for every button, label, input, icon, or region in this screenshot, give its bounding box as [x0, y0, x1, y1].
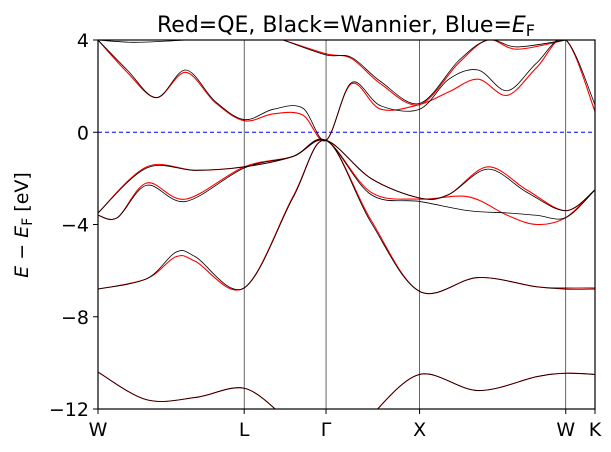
title-fermi-subscript: F [526, 21, 535, 40]
y-tick-label: −8 [61, 307, 89, 329]
x-tick-label: Γ [321, 419, 332, 441]
title-fermi-symbol: E [512, 13, 526, 38]
plot-frame [97, 39, 596, 410]
x-tick-label: L [239, 419, 250, 441]
x-tick-label: K [589, 419, 602, 441]
qe-band-line [98, 139, 595, 221]
chart-title: Red=QE, Black=Wannier, Blue=EF [157, 13, 535, 40]
y-tick-label: 4 [77, 30, 89, 52]
x-tick-label: W [556, 419, 575, 441]
y-tick-label: 0 [77, 122, 89, 144]
qe-band-line [98, 138, 595, 226]
y-tick-label: −4 [61, 215, 89, 237]
qe-band-line [282, 40, 566, 106]
plot-area [97, 39, 596, 410]
series-wannier [98, 40, 595, 409]
y-axis-label: E − EF [eV] [11, 172, 36, 278]
wannier-band-line [98, 139, 595, 220]
x-tick-label: W [89, 419, 108, 441]
x-tick-label: X [413, 419, 426, 441]
wannier-band-line [98, 371, 276, 409]
wannier-band-line [377, 372, 595, 409]
y-axis: 4 0 −4 −8 −12 [49, 30, 98, 421]
wannier-band-line [98, 138, 595, 220]
series-qe [98, 40, 595, 409]
wannier-band-line [98, 40, 595, 141]
y-tick-label: −12 [49, 399, 89, 421]
